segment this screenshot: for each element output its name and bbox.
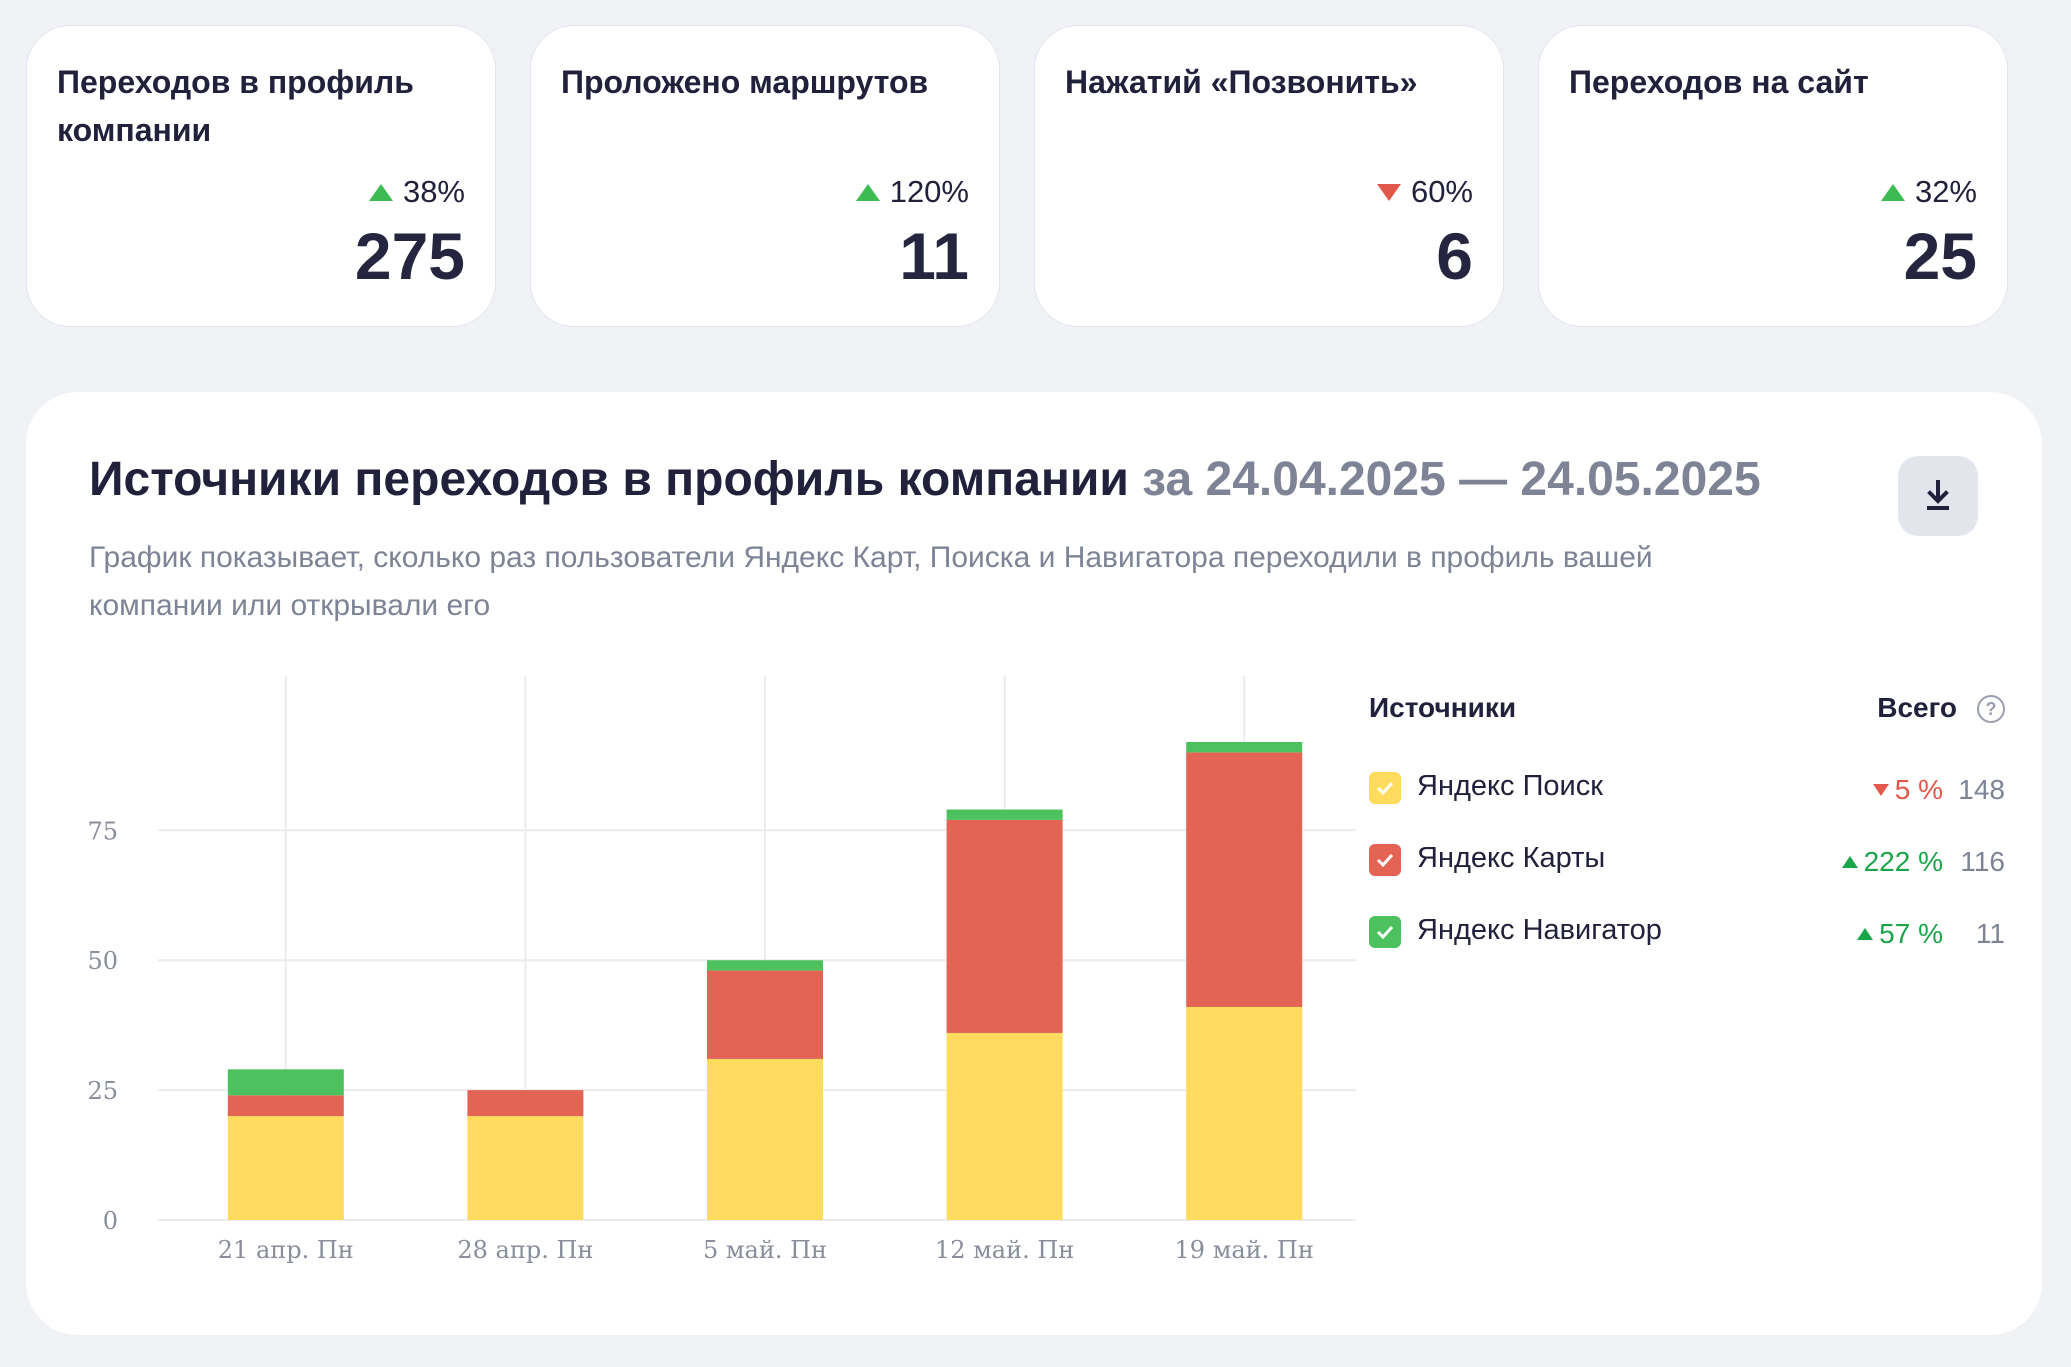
- legend-item-maps[interactable]: Яндекс Карты 222 % 116: [1369, 834, 2005, 906]
- legend-item-change: 5 %: [1872, 774, 1943, 806]
- trend-up-icon: [1880, 183, 1905, 201]
- panel-subtitle: График показывает, сколько раз пользоват…: [89, 541, 1653, 622]
- kpi-card-calls[interactable]: Нажатий «Позвонить» 60% 6: [1034, 25, 1504, 327]
- x-tick-label: 12 май. Пн: [935, 1236, 1074, 1264]
- bar-segment: [707, 970, 823, 1059]
- check-icon: [1376, 781, 1394, 796]
- bar-segment: [1186, 752, 1303, 1007]
- kpi-change-value: 120%: [889, 174, 969, 209]
- panel-title: Источники переходов в профиль компании з…: [89, 452, 1761, 507]
- legend-sources-label: Источники: [1369, 692, 1517, 723]
- kpi-value: 25: [1903, 219, 1977, 293]
- checkbox-navigator[interactable]: [1369, 916, 1401, 948]
- trend-up-icon: [1857, 928, 1874, 940]
- trend-down-icon: [1376, 183, 1401, 201]
- traffic-sources-panel: Источники переходов в профиль компании з…: [26, 392, 2042, 1335]
- kpi-card-site-visits[interactable]: Переходов на сайт 32% 25: [1538, 25, 2008, 327]
- legend-item-label: Яндекс Карты: [1417, 842, 1606, 874]
- legend-header: Источники Всего ?: [1369, 692, 2005, 732]
- y-tick-label: 50: [87, 947, 118, 975]
- kpi-change: 32%: [1880, 174, 1977, 210]
- legend-item-change-value: 5 %: [1894, 774, 1943, 805]
- legend-item-navigator[interactable]: Яндекс Навигатор 57 % 11: [1369, 906, 2005, 978]
- kpi-change: 120%: [855, 174, 969, 210]
- legend-item-change-value: 222 %: [1863, 846, 1943, 877]
- bar-segment: [227, 1116, 344, 1220]
- legend-item-total: 116: [1960, 846, 2005, 877]
- kpi-change-value: 38%: [402, 174, 465, 209]
- kpi-title: Нажатий «Позвонить»: [1065, 64, 1418, 100]
- kpi-value: 11: [899, 219, 969, 293]
- kpi-card-routes[interactable]: Проложено маршрутов 120% 11: [530, 25, 1000, 327]
- trend-up-icon: [1841, 856, 1858, 868]
- kpi-title: Переходов в профиль компании: [57, 64, 414, 148]
- stacked-bar-chart: 0 25 50 75 21 апр. Пн 28 апр. Пн 5 май. Пн 12 м…: [87, 676, 1356, 1264]
- legend-item-change-value: 57 %: [1879, 918, 1943, 949]
- legend-total-label: Всего: [1877, 692, 1957, 723]
- legend-item-label: Яндекс Навигатор: [1417, 914, 1662, 946]
- bar-segment: [227, 1095, 344, 1117]
- legend-item-total: 148: [1958, 774, 2005, 805]
- download-icon: [1927, 480, 1949, 510]
- kpi-change-value: 60%: [1410, 174, 1473, 209]
- bar-segment: [946, 819, 1063, 1033]
- legend-item-label: Яндекс Поиск: [1417, 770, 1603, 802]
- y-tick-label: 0: [103, 1207, 118, 1235]
- bar-segment: [946, 1032, 1063, 1220]
- download-button[interactable]: [1898, 456, 1978, 536]
- kpi-change: 60%: [1376, 174, 1473, 210]
- checkbox-maps[interactable]: [1369, 844, 1401, 876]
- bar-segment: [707, 1058, 823, 1220]
- bar-segment: [946, 809, 1063, 820]
- bar-segment: [1186, 1006, 1303, 1220]
- bar-segment: [707, 960, 823, 971]
- checkbox-search[interactable]: [1369, 772, 1401, 804]
- y-tick-label: 75: [87, 817, 118, 845]
- x-tick-label: 28 апр. Пн: [457, 1236, 593, 1264]
- panel-period: за 24.04.2025 — 24.05.2025: [1142, 453, 1761, 506]
- trend-up-icon: [855, 183, 880, 201]
- kpi-value: 275: [354, 219, 465, 293]
- x-tick-label: 19 май. Пн: [1175, 1236, 1314, 1264]
- bar-segment: [1186, 741, 1303, 753]
- bar-segment: [467, 1116, 584, 1220]
- kpi-change-value: 32%: [1914, 174, 1977, 209]
- legend-item-search[interactable]: Яндекс Поиск 5 % 148: [1369, 762, 2005, 834]
- panel-title-text: Источники переходов в профиль компании: [89, 453, 1129, 506]
- check-icon: [1376, 925, 1394, 940]
- kpi-card-profile-visits[interactable]: Переходов в профиль компании 38% 275: [26, 25, 496, 327]
- trend-up-icon: [368, 183, 393, 201]
- kpi-value: 6: [1436, 219, 1473, 293]
- check-icon: [1376, 853, 1394, 868]
- bar-segment: [467, 1090, 584, 1117]
- legend-item-change: 222 %: [1841, 846, 1943, 878]
- kpi-title: Проложено маршрутов: [561, 64, 929, 100]
- legend-item-total: 11: [1975, 918, 2005, 949]
- kpi-row: Переходов в профиль компании 38% 275 Про…: [26, 25, 2008, 327]
- bar-segment: [227, 1069, 344, 1096]
- question-circle-icon[interactable]: ?: [1977, 695, 2005, 723]
- x-tick-label: 21 апр. Пн: [218, 1236, 354, 1264]
- y-tick-label: 25: [87, 1077, 118, 1105]
- legend-item-change: 57 %: [1857, 918, 1943, 950]
- kpi-change: 38%: [368, 174, 465, 210]
- kpi-title: Переходов на сайт: [1569, 64, 1869, 100]
- trend-down-icon: [1872, 784, 1889, 796]
- legend: Источники Всего ? Яндекс Поиск 5 % 148 Я…: [1369, 692, 2005, 978]
- x-tick-label: 5 май. Пн: [703, 1236, 827, 1264]
